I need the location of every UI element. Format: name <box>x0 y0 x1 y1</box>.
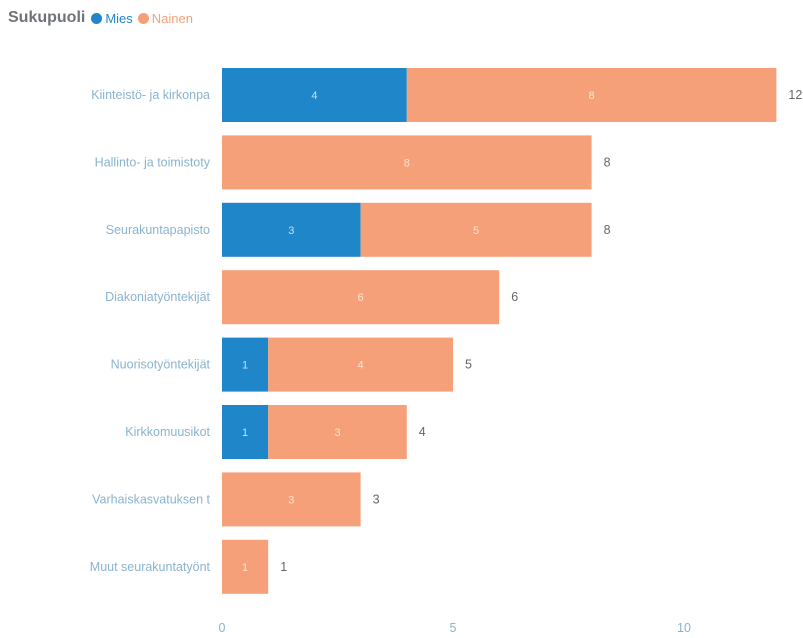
total-label: 4 <box>419 425 426 439</box>
total-label: 5 <box>465 358 472 372</box>
segment-value-label: 8 <box>404 157 410 169</box>
total-label: 1 <box>280 560 287 574</box>
bar-segment-nainen <box>222 270 500 325</box>
segment-value-label: 8 <box>589 90 595 102</box>
legend-dot-nainen <box>137 12 149 24</box>
legend-dot-mies <box>91 12 103 24</box>
bar-segment-nainen <box>222 135 592 190</box>
total-label: 8 <box>604 223 611 237</box>
segment-value-label: 4 <box>358 360 364 372</box>
bar-segment-nainen <box>222 472 361 527</box>
bar-segment-mies <box>222 202 361 257</box>
total-label: 8 <box>604 155 611 169</box>
x-tick-label: 10 <box>677 621 691 635</box>
x-tick-label: 0 <box>219 621 226 635</box>
category-label: Kiinteistö- ja kirkonpa <box>91 88 210 102</box>
bar-segment-nainen <box>406 68 777 122</box>
segment-value-label: 1 <box>242 562 248 574</box>
category-label: Nuorisotyöntekijät <box>111 358 211 372</box>
x-tick-label: 5 <box>450 621 457 635</box>
bar-segment-nainen <box>268 337 453 392</box>
category-label: Diakoniatyöntekijät <box>105 290 210 304</box>
category-label: Hallinto- ja toimistoty <box>95 155 211 169</box>
category-label: Seurakuntapapisto <box>106 223 210 237</box>
category-label: Varhaiskasvatuksen t <box>92 492 210 506</box>
bar-segment-mies <box>222 68 407 122</box>
legend-item-mies[interactable]: Mies <box>91 10 133 26</box>
category-label: Kirkkomuusikot <box>125 425 210 439</box>
legend-item-nainen[interactable]: Nainen <box>137 10 193 26</box>
segment-value-label: 1 <box>242 427 248 439</box>
segment-value-label: 3 <box>288 225 294 237</box>
legend-label-mies: Mies <box>105 10 133 26</box>
legend-title: Sukupuoli <box>8 9 86 26</box>
segment-value-label: 5 <box>473 225 479 237</box>
segment-value-label: 6 <box>358 292 364 304</box>
bar-segment-nainen <box>222 539 269 594</box>
total-label: 3 <box>373 492 380 506</box>
legend: Sukupuoli Mies Nainen <box>8 6 198 30</box>
bar-segment-mies <box>222 405 269 459</box>
segment-value-label: 4 <box>311 90 317 102</box>
total-label: 12 <box>788 88 802 102</box>
legend-label-nainen: Nainen <box>151 10 193 26</box>
bar-segment-mies <box>222 337 269 392</box>
segment-value-label: 3 <box>288 494 294 506</box>
segment-value-label: 1 <box>242 360 248 372</box>
bar-segment-nainen <box>360 202 592 257</box>
total-label: 6 <box>511 290 518 304</box>
bar-segment-nainen <box>268 405 407 459</box>
segment-value-label: 3 <box>334 427 340 439</box>
category-label: Muut seurakuntatyönt <box>90 560 211 574</box>
